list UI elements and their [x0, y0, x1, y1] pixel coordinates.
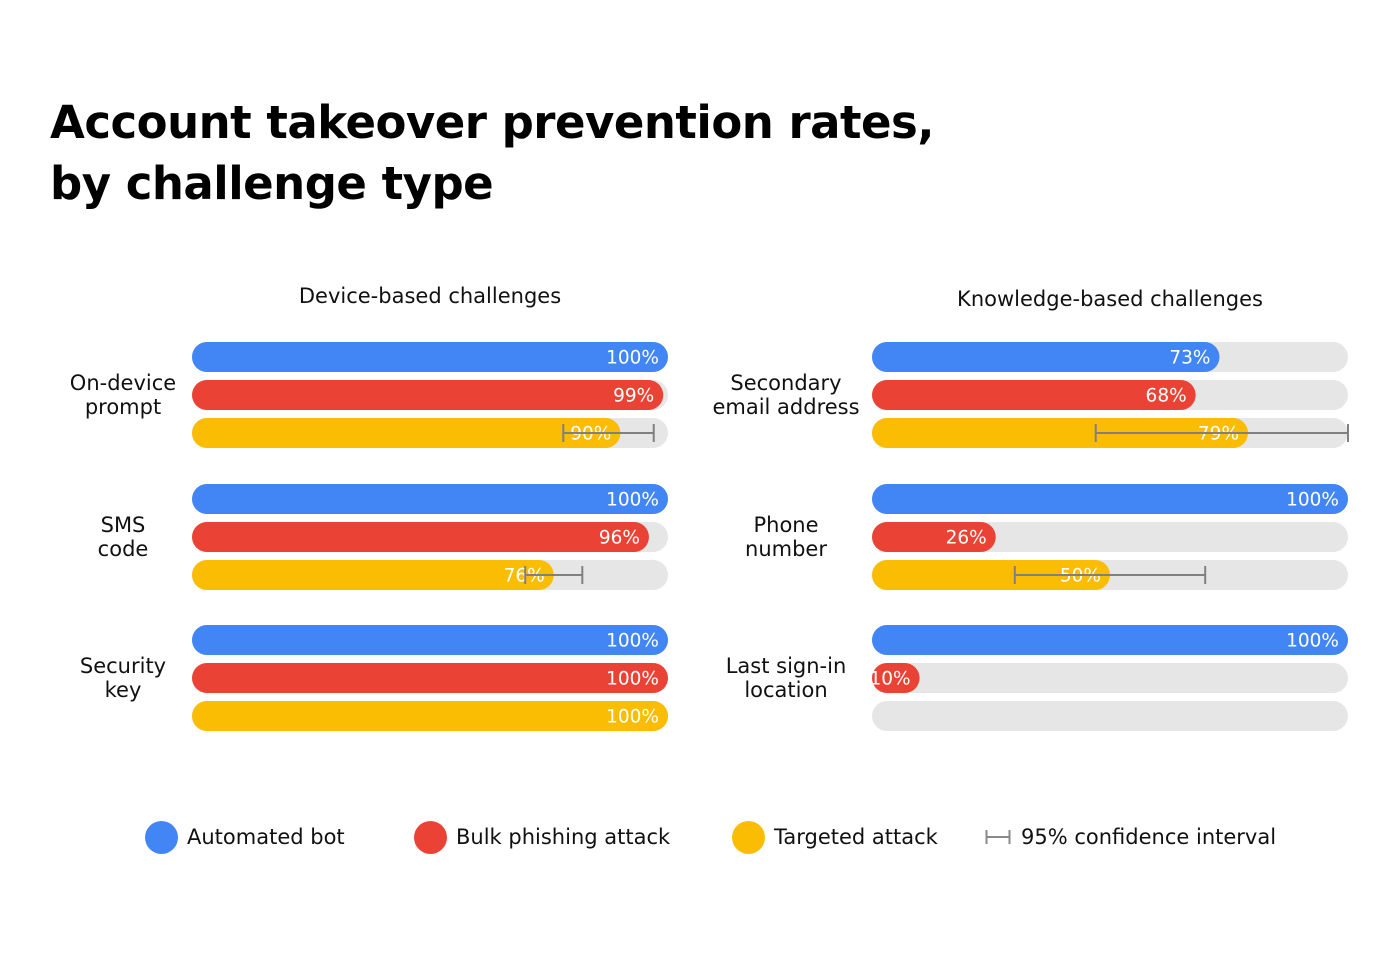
legend-label: Targeted attack: [774, 825, 938, 849]
bar-bulk_phishing: [872, 663, 920, 693]
bar-targeted: [872, 560, 1110, 590]
bar-automated_bot: [192, 484, 668, 514]
confidence-interval: [562, 424, 655, 442]
data-label: 99%: [613, 386, 654, 407]
bar-automated_bot: [872, 484, 1348, 514]
bar-chart: Device-based challenges On-device prompt 10…: [70, 284, 1349, 731]
group-label-line: key: [105, 678, 142, 702]
data-label: 100%: [606, 348, 659, 369]
group-label-line: email address: [712, 395, 859, 419]
data-label: 96%: [599, 528, 640, 549]
data-label: 100%: [606, 631, 659, 652]
bar-bulk_phishing: [872, 380, 1196, 410]
panel-title: Device-based challenges: [299, 284, 561, 308]
group-label-line: On-device: [70, 371, 176, 395]
bar-bulk_phishing: [192, 522, 649, 552]
data-label: 10%: [869, 669, 910, 690]
group-label-line: prompt: [85, 395, 161, 419]
group-label: On-device prompt: [70, 371, 176, 419]
bar-targeted: [192, 418, 621, 448]
chart-title-line-1: Account takeover prevention rates,: [50, 96, 934, 149]
group-label-line: Secondary: [730, 371, 841, 395]
bulk-phishing-swatch-icon: [414, 820, 447, 854]
bar-bulk_phishing: [872, 522, 996, 552]
chart-legend: Automated bot Bulk phishing attack Targe…: [0, 812, 1400, 862]
data-label: 100%: [606, 490, 659, 511]
bar-targeted: [192, 560, 554, 590]
bar-automated_bot: [872, 342, 1220, 372]
legend-item-confidence-interval: 95% confidence interval: [985, 812, 1276, 862]
data-label: 68%: [1146, 386, 1187, 407]
group-label: SMS code: [98, 513, 149, 561]
chart-title-line-2: by challenge type: [50, 157, 494, 210]
legend-item-bulk-phishing: Bulk phishing attack: [414, 812, 670, 862]
group-label-line: code: [98, 537, 149, 561]
legend-label: 95% confidence interval: [1021, 825, 1277, 849]
bar-track: [872, 701, 1348, 731]
legend-item-targeted-attack: Targeted attack: [732, 812, 938, 862]
bar-automated_bot: [192, 342, 668, 372]
group-label: Phone number: [745, 513, 827, 561]
bar-automated_bot: [192, 625, 668, 655]
group-label-line: location: [744, 678, 827, 702]
bar-track: [872, 663, 1348, 693]
legend-label: Bulk phishing attack: [456, 825, 671, 849]
group-label-line: Phone: [753, 513, 818, 537]
error-bar-icon: [985, 830, 1011, 844]
group-label: Last sign-in location: [726, 654, 847, 702]
targeted-attack-swatch-icon: [732, 820, 765, 854]
bar-targeted: [872, 418, 1249, 448]
panel-title: Knowledge-based challenges: [957, 287, 1263, 311]
legend-label: Automated bot: [187, 825, 345, 849]
group-label: Security key: [80, 654, 166, 702]
legend-item-automated-bot: Automated bot: [145, 812, 345, 862]
bar-automated_bot: [872, 625, 1348, 655]
bar-bulk_phishing: [192, 380, 664, 410]
data-label: 76%: [504, 566, 545, 587]
group-label-line: Last sign-in: [726, 654, 847, 678]
confidence-interval: [1094, 424, 1349, 442]
group-label-line: Security: [80, 654, 166, 678]
chart-title: Account takeover prevention rates, by ch…: [50, 92, 934, 214]
data-label: 26%: [946, 528, 987, 549]
bar-targeted: [192, 701, 668, 731]
data-label: 100%: [606, 669, 659, 690]
data-label: 100%: [1286, 490, 1339, 511]
group-label-line: number: [745, 537, 827, 561]
group-label: Secondary email address: [712, 371, 859, 419]
confidence-interval: [1013, 566, 1207, 584]
automated-bot-swatch-icon: [145, 820, 178, 854]
confidence-interval: [524, 566, 584, 584]
group-label-line: SMS: [101, 513, 146, 537]
data-label: 100%: [1286, 631, 1339, 652]
data-label: 73%: [1169, 348, 1210, 369]
data-label: 100%: [606, 707, 659, 728]
bar-bulk_phishing: [192, 663, 668, 693]
